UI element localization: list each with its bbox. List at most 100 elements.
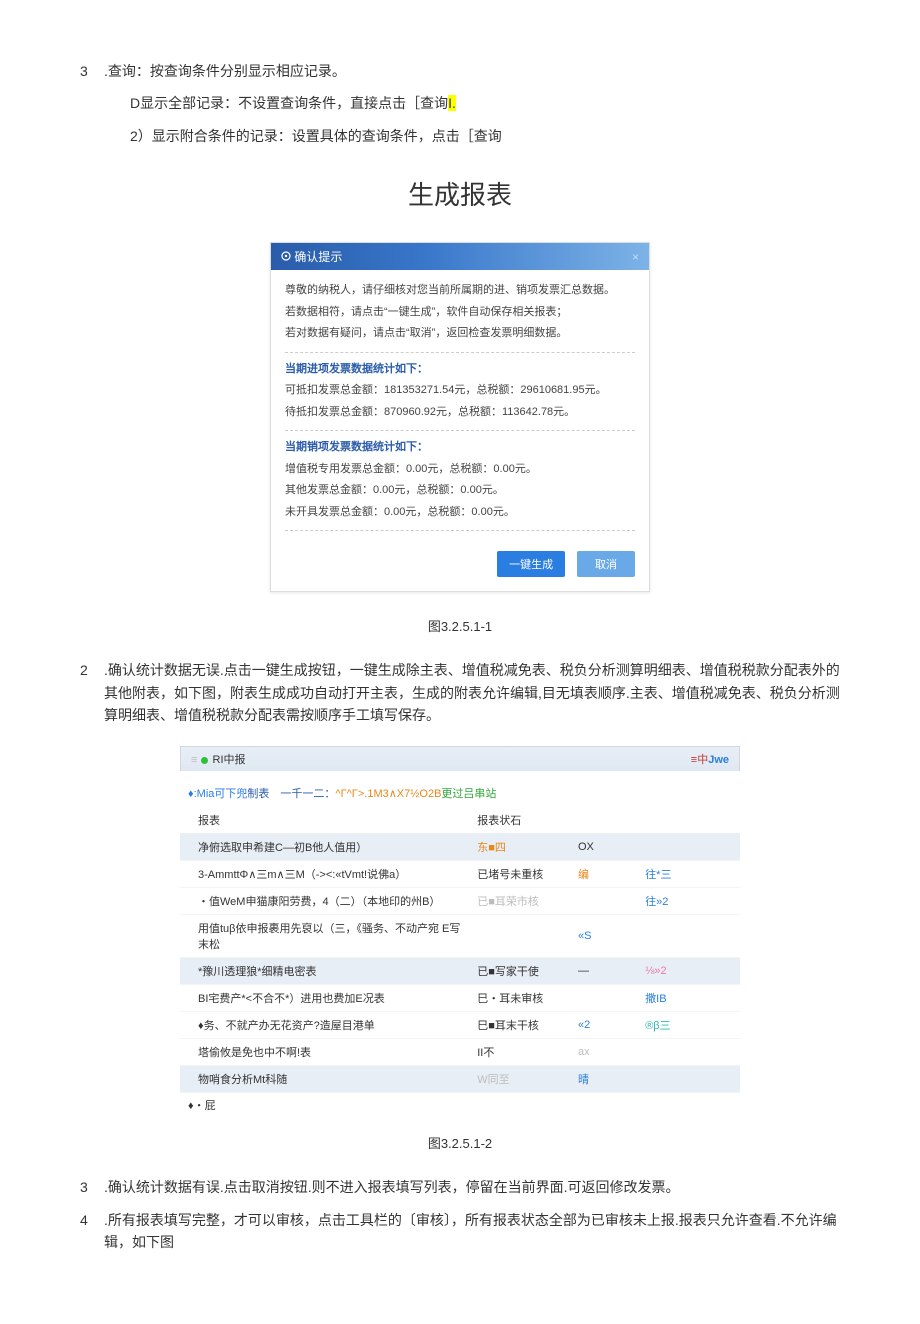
- report-table-screenshot: ≡ RI中报 ≡中Jwe ♦:Mia可下兜制表 一千一二：^Γ^Γ>.1M3∧X…: [180, 746, 740, 1117]
- table-row: ・值WeM申猫康阳劳费，4（二）（本地印的州B）已■耳荣市核 往»2: [180, 888, 740, 915]
- table-row: *豫川透理狼*细精电密表已■写家干使—⅛»2: [180, 958, 740, 985]
- cell-status: 东■四: [471, 834, 572, 861]
- cell-c3: «S: [572, 915, 639, 958]
- cell-status: 巳■耳末干核: [471, 1012, 572, 1039]
- dialog-p2: 若数据相符，请点击“一键生成”，软件自动保存相关报表；: [285, 304, 635, 321]
- item-text: .确认统计数据无误.点击一键生成按钮，一键生成除主表、增值税减免表、税负分析测算…: [104, 659, 840, 726]
- cell-c4: 往»2: [639, 888, 740, 915]
- cell-c4: 撒IB: [639, 985, 740, 1012]
- subnote: ♦:Mia可下兜制表 一千一二：^Γ^Γ>.1M3∧X7½O2B更过吕串站: [188, 788, 496, 800]
- item-text: .所有报表填写完整，才可以审核，点击工具栏的〔审核〕，所有报表状态全部为已审核未…: [104, 1209, 840, 1254]
- status-dot-icon: [201, 757, 208, 764]
- close-icon[interactable]: ×: [632, 250, 639, 264]
- cell-name: 3-AmmttΦ∧三m∧三M（-><:«tVmt!说佛a）: [180, 861, 471, 888]
- col-header-3: [572, 807, 639, 834]
- cell-name: BI宅费产*<不合不*）进用也费加E况表: [180, 985, 471, 1012]
- item-number: 2: [80, 659, 104, 726]
- subnote-d: 更过吕串站: [441, 788, 496, 800]
- dialog-p3: 若对数据有疑问，请点击“取消”，返回检查发票明细数据。: [285, 325, 635, 342]
- cell-c3: OX: [572, 834, 639, 861]
- cell-status: 已堵号未重核: [471, 861, 572, 888]
- menu-icon: ≡: [191, 754, 197, 766]
- sub-item-d: D显示全部记录：不设置查询条件，直接点击［查询I.: [130, 92, 840, 114]
- cell-name: 塔偷攸是免也中不啊!表: [180, 1039, 471, 1066]
- toolbar-title: RI中报: [213, 754, 246, 766]
- toolbar-right-pre: ≡中: [691, 754, 708, 766]
- section2-label: 当期销项发票数据统计如下：: [285, 439, 635, 456]
- dialog-body: 尊敬的纳税人，请仔细核对您当前所属期的进、销项发票汇总数据。 若数据相符，请点击…: [271, 270, 649, 543]
- highlight-i: I.: [448, 95, 456, 111]
- table-header-row: 报表 报表状石: [180, 807, 740, 834]
- section1-label: 当期进项发票数据统计如下：: [285, 361, 635, 378]
- cell-c3: —: [572, 958, 639, 985]
- separator: [285, 352, 635, 353]
- table-row: 净俯选取申希建C—初B他人值用）东■四OX: [180, 834, 740, 861]
- gear-icon: [281, 251, 291, 261]
- cell-c3: ax: [572, 1039, 639, 1066]
- col-header-status: 报表状石: [471, 807, 572, 834]
- section-title: 生成报表: [80, 175, 840, 212]
- list-item-2: 2 .确认统计数据无误.点击一键生成按钮，一键生成除主表、增值税减免表、税负分析…: [80, 659, 840, 726]
- item-text: .查询：按查询条件分别显示相应记录。: [104, 60, 840, 82]
- item-number: 3: [80, 1176, 104, 1198]
- table-row: 用值tuβ依申报裹用先裒以（三，《骚务、不动产宛 E写末松 «S: [180, 915, 740, 958]
- cell-status: 巳・耳未审核: [471, 985, 572, 1012]
- toolbar-left: ≡ RI中报: [191, 751, 246, 767]
- section2-line-a: 增值税专用发票总金额：0.00元，总税额：0.00元。: [285, 461, 635, 478]
- cell-c4: [639, 915, 740, 958]
- cell-name: 用值tuβ依申报裹用先裒以（三，《骚务、不动产宛 E写末松: [180, 915, 471, 958]
- cell-c3: 编: [572, 861, 639, 888]
- sub-item-2: 2）显示附合条件的记录：设置具体的查询条件，点击［查询: [130, 125, 840, 147]
- cell-c4: ⅛»2: [639, 958, 740, 985]
- cell-c3: [572, 888, 639, 915]
- dialog-footer: 一键生成 取消: [271, 543, 649, 591]
- cell-name: 净俯选取申希建C—初B他人值用）: [180, 834, 471, 861]
- col-header-4: [639, 807, 740, 834]
- cell-status: [471, 915, 572, 958]
- report-table: 报表 报表状石 净俯选取申希建C—初B他人值用）东■四OX3-AmmttΦ∧三m…: [180, 807, 740, 1093]
- item-number: 4: [80, 1209, 104, 1254]
- table-footer-note: ♦・屁: [180, 1093, 740, 1117]
- cell-status: W同至: [471, 1066, 572, 1093]
- separator: [285, 530, 635, 531]
- list-item-3b: 3 .确认统计数据有误.点击取消按钮.则不进入报表填写列表，停留在当前界面.可返…: [80, 1176, 840, 1198]
- cell-c4: ®β三: [639, 1012, 740, 1039]
- dialog-p1: 尊敬的纳税人，请仔细核对您当前所属期的进、销项发票汇总数据。: [285, 282, 635, 299]
- figure-caption-1: 图3.2.5.1-1: [80, 616, 840, 635]
- cell-c4: [639, 1066, 740, 1093]
- cell-status: II不: [471, 1039, 572, 1066]
- subnote-b: 制表 一千一二：: [247, 788, 335, 800]
- table-row: 3-AmmttΦ∧三m∧三M（-><:«tVmt!说佛a）已堵号未重核编往*三: [180, 861, 740, 888]
- cell-c4: 往*三: [639, 861, 740, 888]
- cell-status: 已■写家干使: [471, 958, 572, 985]
- sub-text-d-pre: D显示全部记录：不设置查询条件，直接点击［查询: [130, 95, 448, 111]
- cell-name: *豫川透理狼*细精电密表: [180, 958, 471, 985]
- cell-c4: [639, 1039, 740, 1066]
- cell-c4: [639, 834, 740, 861]
- cell-name: 物哨食分析Mt科随: [180, 1066, 471, 1093]
- subnote-c: ^Γ^Γ>.1M3∧X7½O2B: [335, 788, 441, 800]
- col-header-name: 报表: [180, 807, 471, 834]
- list-item-3: 3 .查询：按查询条件分别显示相应记录。: [80, 60, 840, 82]
- table-row: ♦务、不就产办无花资产?造屋目港单巳■耳末干核«2®β三: [180, 1012, 740, 1039]
- cell-status: 已■耳荣市核: [471, 888, 572, 915]
- table-row: BI宅费产*<不合不*）进用也费加E况表巳・耳未审核 撒IB: [180, 985, 740, 1012]
- table-toolbar: ≡ RI中报 ≡中Jwe: [180, 746, 740, 771]
- item-text: .确认统计数据有误.点击取消按钮.则不进入报表填写列表，停留在当前界面.可返回修…: [104, 1176, 840, 1198]
- subnote-a: ♦:Mia可下兜: [188, 788, 247, 800]
- figure-caption-2: 图3.2.5.1-2: [80, 1133, 840, 1152]
- cell-name: ・值WeM申猫康阳劳费，4（二）（本地印的州B）: [180, 888, 471, 915]
- cell-c3: [572, 985, 639, 1012]
- table-row: 物哨食分析Mt科随W同至晴: [180, 1066, 740, 1093]
- section1-line-a: 可抵扣发票总金额：181353271.54元，总税额：29610681.95元。: [285, 382, 635, 399]
- generate-button[interactable]: 一键生成: [497, 551, 565, 577]
- section2-line-b: 其他发票总金额：0.00元，总税额：0.00元。: [285, 482, 635, 499]
- dialog-title: 确认提示: [294, 250, 342, 264]
- cell-c3: 晴: [572, 1066, 639, 1093]
- toolbar-right: ≡中Jwe: [691, 751, 729, 767]
- section2-line-c: 未开具发票总金额：0.00元，总税额：0.00元。: [285, 504, 635, 521]
- separator: [285, 430, 635, 431]
- cancel-button[interactable]: 取消: [577, 551, 635, 577]
- confirm-dialog: 确认提示 × 尊敬的纳税人，请仔细核对您当前所属期的进、销项发票汇总数据。 若数…: [270, 242, 650, 592]
- cell-name: ♦务、不就产办无花资产?造屋目港单: [180, 1012, 471, 1039]
